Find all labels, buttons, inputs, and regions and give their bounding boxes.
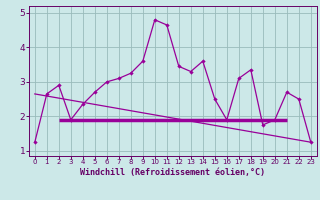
X-axis label: Windchill (Refroidissement éolien,°C): Windchill (Refroidissement éolien,°C) [80,168,265,177]
